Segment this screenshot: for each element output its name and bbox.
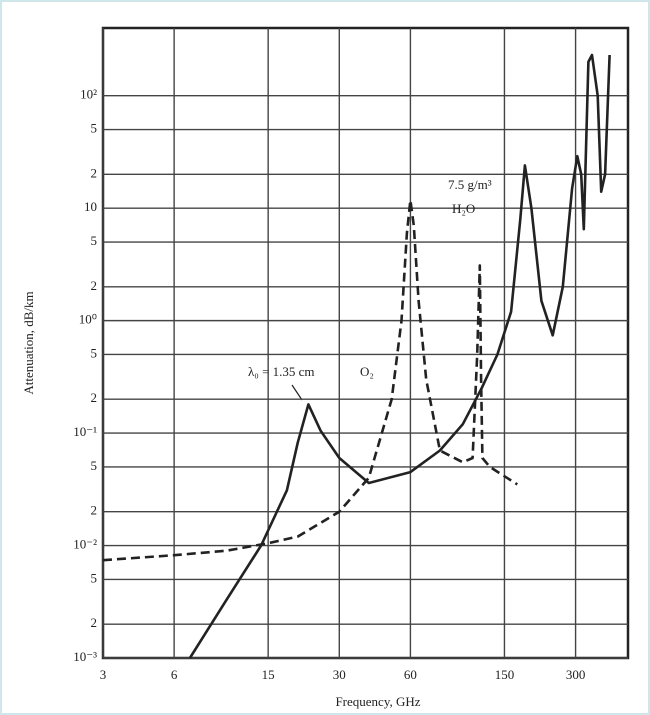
series-line [188,53,611,659]
annotation: λ₀ = 1.35 cm [248,364,315,379]
x-tick-label: 300 [566,667,586,682]
y-tick-label: 5 [91,345,98,360]
x-tick-label: 150 [495,667,515,682]
x-tick-label: 30 [333,667,346,682]
y-tick-label: 10² [80,87,97,102]
y-tick-label: 5 [91,121,98,136]
y-tick-label: 5 [91,458,98,473]
y-axis-label: Attenuation, dB/km [21,291,36,394]
annotation: 7.5 g/m³ [448,177,492,192]
series-label: O₂ [360,364,374,379]
y-tick-label: 5 [91,570,98,585]
y-tick-label: 10⁻² [73,537,97,552]
x-tick-label: 6 [171,667,178,682]
y-tick-label: 2 [91,503,98,518]
y-tick-label: 2 [91,615,98,630]
leader-line [291,384,303,401]
y-tick-label: 10⁻³ [73,649,97,664]
y-tick-label: 2 [91,165,98,180]
series-line [102,198,518,562]
series-label: H₂O [452,201,475,216]
x-axis-label: Frequency, GHz [335,694,420,709]
x-tick-label: 60 [404,667,417,682]
y-tick-label: 10⁰ [79,312,97,327]
y-tick-label: 2 [91,390,98,405]
y-tick-label: 10⁻¹ [73,424,97,439]
x-tick-label: 3 [100,667,107,682]
y-tick-label: 5 [91,233,98,248]
x-tick-label: 15 [262,667,275,682]
y-tick-label: 10 [84,199,97,214]
y-tick-label: 2 [91,278,98,293]
